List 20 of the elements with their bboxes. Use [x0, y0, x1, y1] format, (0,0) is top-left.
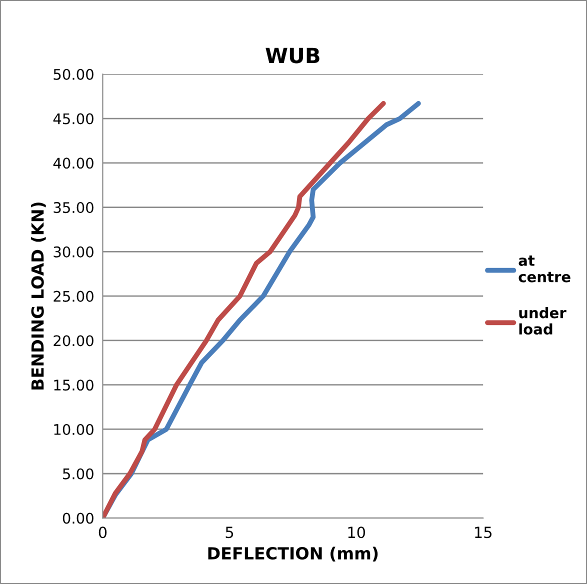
x-tick-label: 0	[98, 526, 107, 538]
x-tick-label: 5	[226, 526, 234, 538]
x-tick-label: 10	[348, 526, 366, 538]
x-tick-label: 15	[475, 526, 492, 538]
y-tick-label: 0.00	[62, 512, 94, 524]
y-tick-label: 45.00	[53, 113, 94, 124]
legend-label: under load	[519, 307, 566, 335]
y-tick-label: 50.00	[54, 68, 94, 80]
y-tick-label: 10.00	[54, 424, 94, 435]
y-tick-label: 20.00	[54, 335, 94, 346]
y-tick-label: 35.00	[54, 202, 94, 214]
y-tick-label: 25.00	[54, 290, 94, 302]
x-axis-title: DEFLECTION (mm)	[208, 546, 378, 562]
y-tick-label: 40.00	[53, 158, 94, 169]
y-axis-title: BENDING LOAD (KN)	[30, 202, 46, 390]
legend-label: at centre	[518, 256, 570, 282]
y-tick-label: 15.00	[54, 380, 94, 391]
y-tick-label: 5.00	[63, 468, 94, 480]
y-tick-label: 30.00	[54, 246, 94, 258]
chart-title: WUB	[266, 48, 320, 64]
